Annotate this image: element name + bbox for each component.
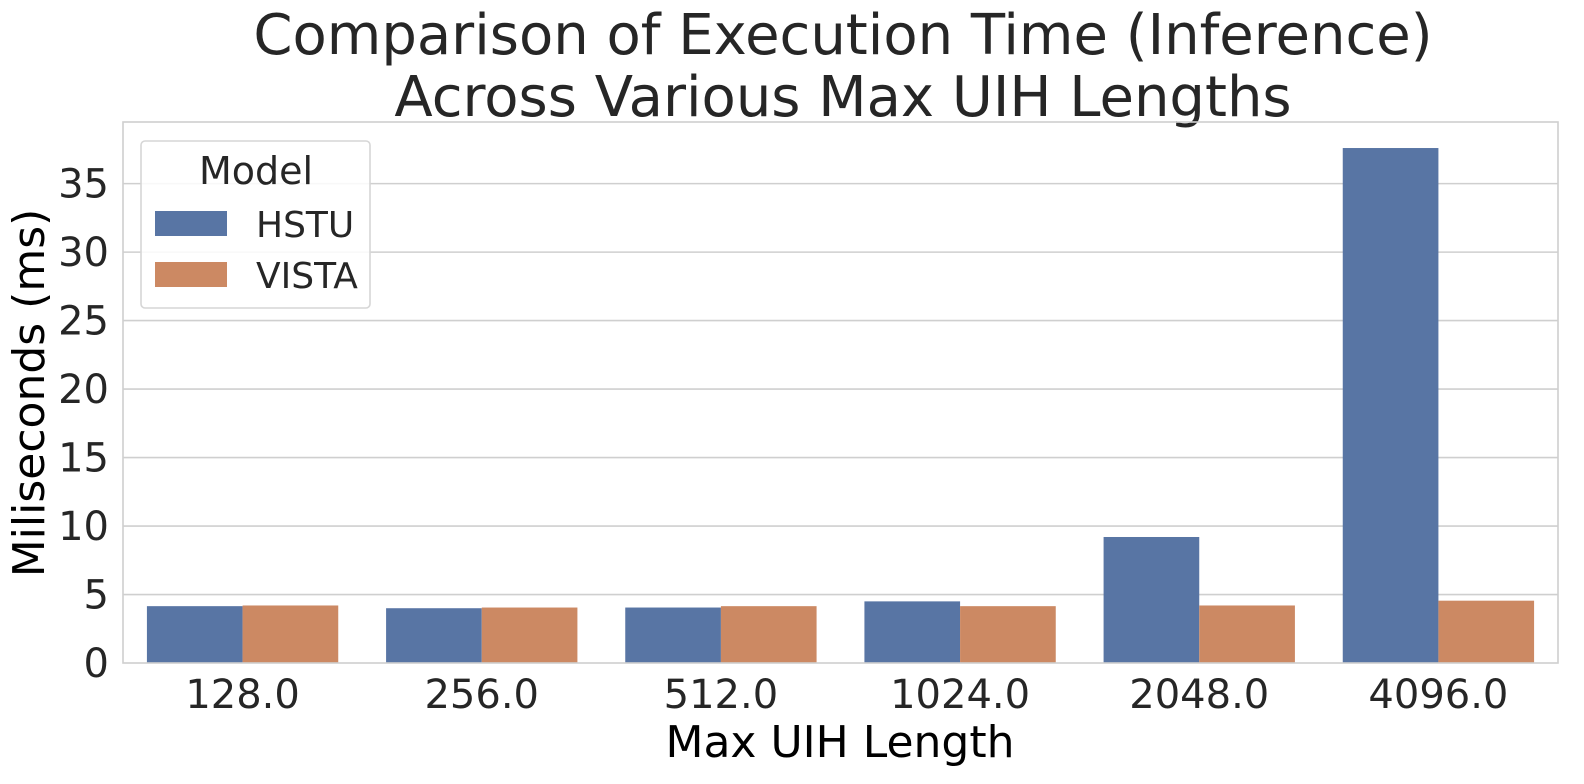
y-tick-labels: 0 5 10 15 20 25 30 35 [58,162,109,687]
bar-hstu-256-0 [386,608,482,663]
chart-title: Comparison of Execution Time (Inference) [253,3,1432,68]
y-tick-label: 35 [58,162,109,208]
x-axis-label: Max UIH Length [666,717,1015,768]
legend-swatch-vista [155,262,227,287]
bar-hstu-128-0 [146,606,243,663]
chart-subtitle: Across Various Max UIH Lengths [394,65,1291,130]
y-axis-label: Miliseconds (ms) [4,209,55,578]
y-tick-label: 20 [58,367,109,413]
y-tick-label: 30 [58,230,109,276]
legend-swatch-hstu [155,211,227,236]
y-tick-label: 15 [58,436,109,482]
y-tick-label: 5 [84,573,109,619]
x-tick-label: 4096.0 [1368,672,1508,718]
x-tick-label: 256.0 [424,672,539,718]
plot-frame [122,121,1559,664]
bar-hstu-512-0 [625,607,721,663]
x-tick-label: 1024.0 [890,672,1030,718]
bar-vista-512-0 [720,606,817,663]
bar-hstu-2048-0 [1103,536,1200,663]
bar-vista-128-0 [242,605,339,663]
bars-layer [146,148,1535,664]
bar-vista-1024-0 [960,606,1056,663]
y-tick-label: 25 [58,299,109,345]
x-tick-label: 128.0 [185,672,300,718]
bar-vista-4096-0 [1438,600,1535,663]
bar-vista-2048-0 [1199,605,1295,663]
x-tick-label: 2048.0 [1129,672,1269,718]
legend: Model HSTU VISTA [140,140,371,309]
y-tick-label: 0 [84,641,109,687]
x-tick-label: 512.0 [664,672,779,718]
bar-hstu-1024-0 [864,601,961,663]
bar-vista-256-0 [481,607,578,663]
legend-label-hstu: HSTU [256,205,354,246]
y-tick-label: 10 [58,504,109,550]
x-tick-labels: 128.0 256.0 512.0 1024.0 2048.0 4096.0 [185,672,1508,718]
legend-title: Model [199,149,313,193]
legend-label-vista: VISTA [256,256,358,297]
bar-hstu-4096-0 [1342,148,1439,664]
